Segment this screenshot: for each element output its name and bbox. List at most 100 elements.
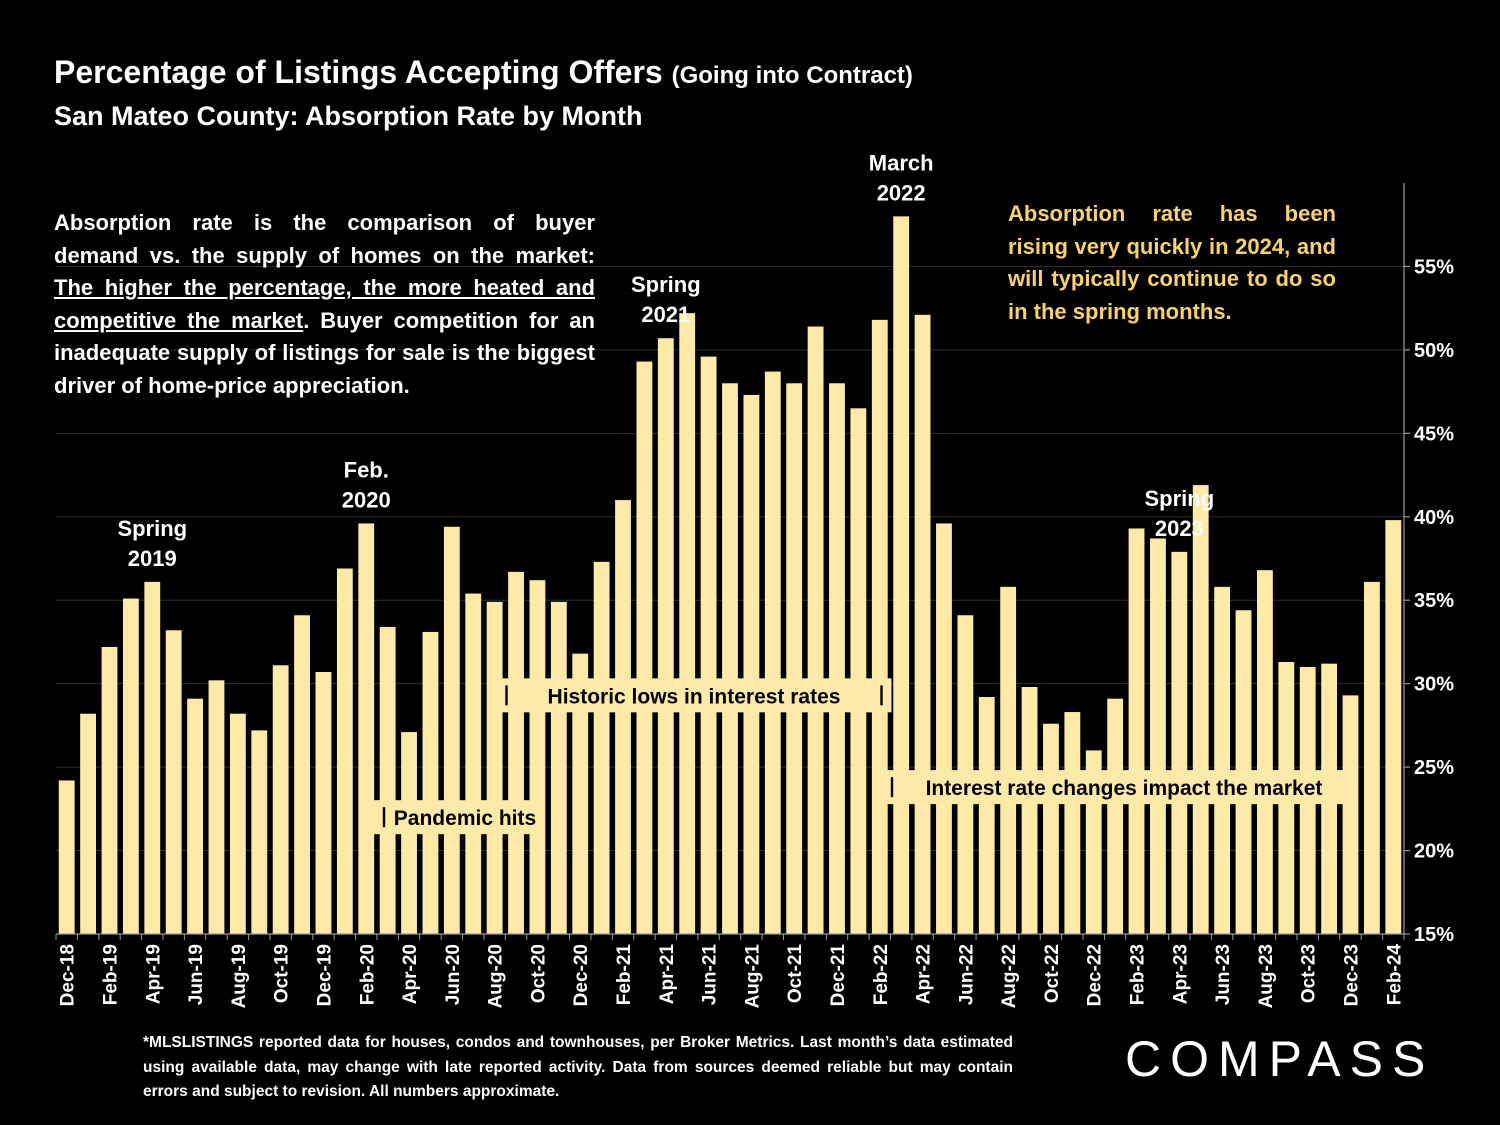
callout-label: Historic lows in interest rates [548, 685, 841, 708]
x-tick-label: Dec-23 [1342, 944, 1363, 1006]
x-tick-label: Apr-22 [914, 944, 935, 1004]
bar-Jan-23 [1107, 698, 1124, 934]
x-tick-label: Feb-19 [100, 944, 121, 1005]
bar-Feb-24 [1385, 520, 1402, 934]
x-tick-label: Dec-18 [58, 944, 79, 1006]
bar-Jul-22 [978, 697, 995, 934]
bar-Aug-21 [743, 394, 760, 935]
bar-Mar-22 [893, 216, 910, 934]
x-tick-label: Dec-20 [571, 944, 592, 1006]
bar-Apr-19 [144, 581, 161, 934]
bar-Sep-22 [1021, 687, 1038, 934]
annotation-label: Feb. [344, 457, 389, 482]
bar-Feb-21 [615, 500, 631, 934]
bar-Jan-22 [850, 408, 867, 934]
y-tick-label: 40% [1414, 507, 1454, 529]
bar-Oct-21 [786, 383, 803, 934]
bar-Feb-22 [871, 319, 888, 934]
bar-Mar-23 [1150, 538, 1166, 934]
bar-Jul-19 [208, 680, 225, 934]
bar-Nov-22 [1064, 712, 1081, 934]
x-tick-label: Oct-19 [272, 944, 293, 1003]
x-tick-label: Feb-24 [1384, 944, 1405, 1006]
y-tick-label: 45% [1414, 423, 1454, 445]
callout-label: Pandemic hits [394, 807, 536, 830]
y-tick-label: 25% [1414, 757, 1454, 779]
x-tick-label: Apr-19 [143, 944, 164, 1004]
callout-label: Interest rate changes impact the market [926, 777, 1323, 800]
bar-Jan-24 [1363, 581, 1380, 934]
x-tick-label: Feb-21 [614, 944, 635, 1006]
bar-Dec-20 [572, 653, 589, 934]
callout-box [882, 770, 1354, 805]
title-main: Percentage of Listings Accepting Offers [54, 54, 663, 90]
annotation-label: 2020 [342, 487, 391, 512]
x-tick-label: Apr-20 [400, 944, 421, 1004]
x-tick-label: Jun-19 [186, 944, 207, 1005]
annotation-label: Spring [631, 272, 701, 297]
bar-Nov-20 [550, 601, 567, 934]
bar-Dec-19 [315, 671, 332, 934]
x-tick-label: Dec-22 [1085, 944, 1106, 1006]
bar-May-19 [165, 630, 182, 934]
annotation-label: 2019 [128, 546, 177, 571]
bar-Aug-22 [1000, 586, 1017, 934]
bar-May-21 [679, 313, 696, 934]
y-tick-label: 50% [1414, 340, 1454, 362]
compass-logo: COMPASS [1125, 1031, 1435, 1087]
bar-Aug-23 [1257, 570, 1273, 934]
chart-title: Percentage of Listings Accepting Offers … [54, 54, 913, 91]
bar-Sep-21 [764, 371, 781, 934]
bar-Dec-21 [829, 383, 845, 934]
x-tick-label: Apr-23 [1170, 944, 1191, 1004]
title-suffix: (Going into Contract) [671, 62, 913, 89]
x-tick-label: Feb-22 [871, 944, 892, 1005]
bar-May-20 [422, 631, 439, 934]
bar-Sep-19 [251, 730, 268, 934]
y-tick-label: 35% [1414, 590, 1454, 612]
annotation-label: 2021 [641, 302, 690, 327]
bar-May-22 [936, 523, 952, 934]
x-tick-label: Feb-23 [1128, 944, 1149, 1005]
x-tick-label: Aug-23 [1256, 944, 1277, 1008]
bar-Apr-23 [1171, 551, 1188, 934]
bar-Mar-20 [379, 626, 396, 934]
x-tick-label: Aug-21 [742, 944, 763, 1009]
bar-Oct-19 [272, 665, 289, 934]
bar-Oct-20 [529, 580, 546, 934]
x-tick-label: Oct-20 [528, 944, 549, 1003]
bar-Apr-22 [914, 314, 931, 934]
x-tick-label: Jun-23 [1213, 944, 1234, 1005]
absorption-note: Absorption rate has been rising very qui… [1008, 201, 1336, 324]
x-tick-label: Jun-20 [443, 944, 464, 1005]
bar-Nov-19 [294, 615, 310, 934]
bar-Feb-20 [358, 523, 375, 934]
description-part-1: Absorption rate is the comparison of buy… [54, 210, 595, 268]
bar-Jun-19 [187, 698, 203, 934]
y-tick-label: 15% [1414, 924, 1454, 946]
x-tick-label: Jun-21 [700, 944, 721, 1006]
bar-Jun-23 [1214, 586, 1231, 934]
bar-Jun-20 [443, 526, 460, 934]
bar-Mar-19 [122, 598, 139, 934]
bar-Aug-20 [486, 601, 503, 934]
x-tick-label: Oct-21 [785, 944, 806, 1004]
x-tick-label: Aug-19 [229, 944, 250, 1008]
description-text: Absorption rate is the comparison of buy… [54, 207, 595, 402]
source-footnote: *MLSLISTINGS reported data for houses, c… [143, 1034, 1013, 1100]
annotation-label: March [869, 150, 934, 175]
x-tick-label: Dec-19 [314, 944, 335, 1006]
bar-Apr-21 [657, 338, 674, 934]
bar-Jan-19 [80, 713, 97, 934]
y-tick-label: 55% [1414, 256, 1454, 278]
bar-Feb-19 [101, 646, 118, 934]
bar-Nov-21 [807, 326, 824, 935]
y-tick-label: 20% [1414, 841, 1454, 863]
x-tick-label: Jun-22 [956, 944, 977, 1005]
annotation-label: Spring [1144, 486, 1214, 511]
bar-Dec-23 [1342, 695, 1359, 934]
x-tick-label: Apr-21 [657, 944, 678, 1005]
bar-Feb-23 [1128, 528, 1145, 934]
bar-Jan-20 [336, 568, 353, 934]
